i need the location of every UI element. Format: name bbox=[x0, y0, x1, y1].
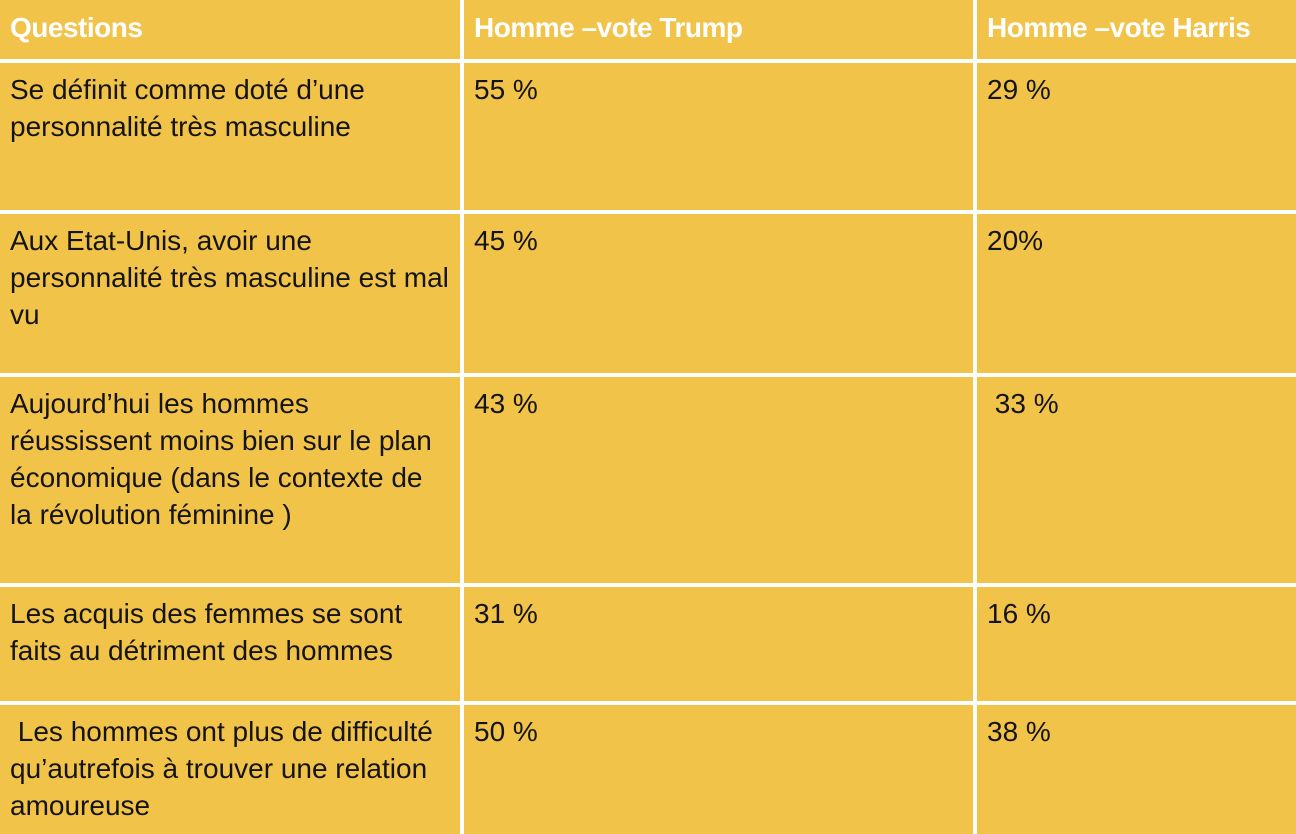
column-header-harris: Homme –vote Harris bbox=[977, 0, 1296, 59]
harris-value-cell: 29 % bbox=[977, 63, 1296, 210]
trump-value-cell: 43 % bbox=[464, 377, 973, 583]
question-cell: Les hommes ont plus de difficulté qu’aut… bbox=[0, 705, 460, 834]
question-cell: Les acquis des femmes se sont faits au d… bbox=[0, 587, 460, 701]
harris-value-cell: 38 % bbox=[977, 705, 1296, 834]
harris-value-cell: 33 % bbox=[977, 377, 1296, 583]
trump-value-cell: 31 % bbox=[464, 587, 973, 701]
harris-value-cell: 20% bbox=[977, 214, 1296, 373]
trump-value-cell: 50 % bbox=[464, 705, 973, 834]
trump-value-cell: 55 % bbox=[464, 63, 973, 210]
column-header-trump: Homme –vote Trump bbox=[464, 0, 973, 59]
trump-value-cell: 45 % bbox=[464, 214, 973, 373]
question-cell: Aux Etat-Unis, avoir une personnalité tr… bbox=[0, 214, 460, 373]
column-header-questions: Questions bbox=[0, 0, 460, 59]
harris-value-cell: 16 % bbox=[977, 587, 1296, 701]
question-cell: Aujourd’hui les hommes réussissent moins… bbox=[0, 377, 460, 583]
question-cell: Se définit comme doté d’une personnalité… bbox=[0, 63, 460, 210]
